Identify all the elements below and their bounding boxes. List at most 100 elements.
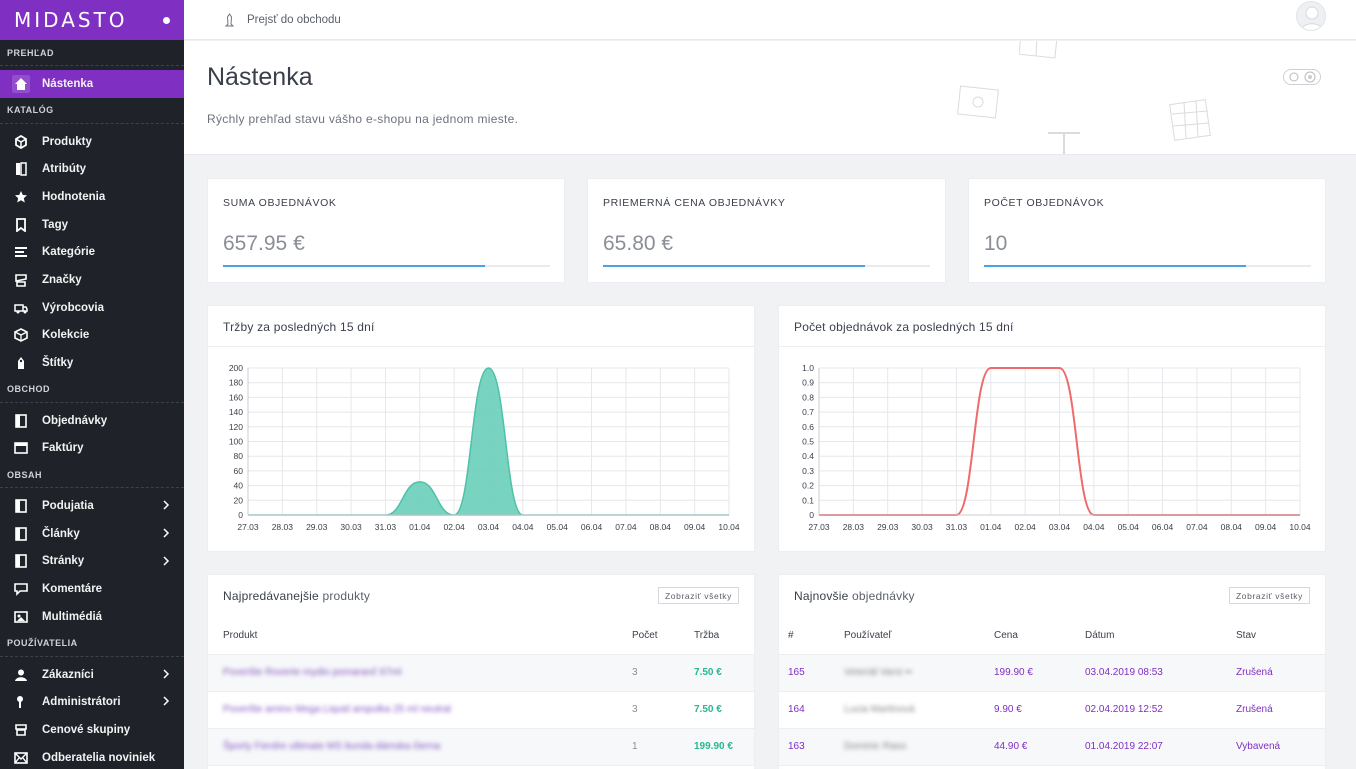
box-icon — [14, 328, 28, 343]
sidebar-item-bookmark[interactable]: Tagy — [0, 211, 184, 239]
sidebar-item-invoice[interactable]: Faktúry — [0, 435, 184, 463]
y-tick-label: 0.2 — [802, 481, 814, 491]
order-id[interactable]: 163 — [779, 728, 844, 766]
sidebar-item-group[interactable]: Cenové skupiny — [0, 716, 184, 744]
x-tick-label: 09.04 — [684, 522, 706, 532]
sidebar-item-shield[interactable]: Značky — [0, 266, 184, 294]
y-tick-label: 120 — [229, 422, 243, 432]
sidebar-item-label: Kategórie — [42, 246, 96, 259]
x-tick-label: 28.03 — [843, 522, 865, 532]
x-tick-label: 31.03 — [946, 522, 968, 532]
sidebar-item-book[interactable]: Atribúty — [0, 155, 184, 183]
x-tick-label: 31.03 — [375, 522, 397, 532]
y-tick-label: 180 — [229, 378, 243, 388]
sidebar-item-events[interactable]: Podujatia — [0, 492, 184, 520]
product-link[interactable]: Poveršte Roverte mydio pomaranč 67ml — [223, 667, 402, 678]
top-products-title: Najpredávanejšie produkty — [223, 589, 370, 603]
column-header: Dátum — [1085, 617, 1236, 655]
sidebar-item-cubes[interactable]: Produkty — [0, 128, 184, 156]
user-avatar[interactable] — [1296, 1, 1326, 31]
y-tick-label: 0.3 — [802, 466, 814, 476]
sidebar-item-media[interactable]: Multimédiá — [0, 603, 184, 631]
decor-grid-icon — [1019, 41, 1058, 59]
column-header: # — [779, 617, 844, 655]
table-row[interactable]: 164 Lucia Martinová 9.90 € 02.04.2019 12… — [779, 691, 1325, 729]
sidebar-item-label: Administrátori — [42, 696, 121, 709]
stat-progress-bar — [984, 265, 1246, 267]
decor-text-icon — [1048, 132, 1080, 154]
y-tick-label: 0.1 — [802, 495, 814, 505]
x-tick-label: 27.03 — [237, 522, 259, 532]
sidebar-nav: PREHĽAD Nástenka KATALÓG Produkty Atribúty Ho… — [0, 40, 184, 769]
go-to-store-link[interactable]: Prejsť do obchodu — [224, 12, 341, 27]
stat-progress-track — [223, 265, 550, 267]
sidebar-item-home[interactable]: Nástenka — [0, 70, 184, 98]
order-price: 9.90 € — [994, 691, 1085, 729]
chevron-right-icon — [162, 500, 170, 513]
y-tick-label: 0 — [238, 510, 243, 520]
order-id[interactable]: 165 — [779, 654, 844, 692]
sidebar: MIDASTO PREHĽAD Nástenka KATALÓG Produkty At… — [0, 0, 184, 769]
sidebar-item-mail[interactable]: Odberatelia noviniek — [0, 744, 184, 769]
column-header: Produkt — [208, 617, 632, 655]
sidebar-section-title: POUŽÍVATELIA — [0, 631, 184, 657]
sidebar-item-user[interactable]: Zákazníci — [0, 661, 184, 689]
column-header: Počet — [632, 617, 694, 655]
x-tick-label: 28.03 — [272, 522, 294, 532]
book-icon — [14, 162, 28, 176]
invoice-icon — [14, 441, 28, 455]
y-tick-label: 0.7 — [802, 407, 814, 417]
sidebar-item-tag[interactable]: Štítky — [0, 349, 184, 377]
sidebar-item-label: Stránky — [42, 555, 85, 568]
y-tick-label: 60 — [234, 466, 244, 476]
title-part: produkty — [322, 589, 371, 603]
x-tick-label: 29.03 — [306, 522, 328, 532]
sidebar-item-admin[interactable]: Administrátori — [0, 688, 184, 716]
column-header: Stav — [1236, 617, 1325, 655]
bookmark-icon — [14, 217, 28, 232]
sidebar-item-label: Objednávky — [42, 414, 108, 427]
app-logo[interactable]: MIDASTO — [14, 8, 128, 32]
sidebar-item-star[interactable]: Hodnotenia — [0, 183, 184, 211]
pages-icon — [14, 554, 28, 569]
x-tick-label: 30.03 — [340, 522, 362, 532]
product-link[interactable]: Poveršte amino Mega Liquid ampulka 25 ml… — [223, 704, 451, 715]
sidebar-item-list[interactable]: Kategórie — [0, 238, 184, 266]
sidebar-item-label: Nástenka — [42, 77, 94, 90]
logo-bar: MIDASTO — [0, 0, 184, 40]
x-tick-label: 05.04 — [547, 522, 569, 532]
sidebar-item-pages[interactable]: Stránky — [0, 548, 184, 576]
x-tick-label: 07.04 — [1186, 522, 1208, 532]
store-icon — [224, 12, 235, 26]
sidebar-item-box[interactable]: Kolekcie — [0, 322, 184, 350]
product-count: 3 — [632, 654, 694, 692]
sidebar-item-label: Atribúty — [42, 163, 87, 176]
x-tick-label: 27.03 — [808, 522, 830, 532]
table-row: Športy Fierdre ultimate MS bunda dámska … — [208, 728, 754, 766]
sidebar-item-orders[interactable]: Objednávky — [0, 407, 184, 435]
sidebar-item-article[interactable]: Články — [0, 520, 184, 548]
x-tick-label: 07.04 — [615, 522, 637, 532]
page-header: Nástenka Rýchly prehľad stavu vášho e-sh… — [184, 41, 1356, 155]
user-avatar-icon — [1300, 6, 1324, 30]
sidebar-item-label: Cenové skupiny — [42, 723, 131, 736]
show-all-products-button[interactable]: Zobraziť všetky — [658, 587, 739, 604]
product-link[interactable]: Športy Fierdre ultimate MS bunda dámska … — [223, 741, 441, 752]
order-status: Vybavená — [1236, 728, 1325, 766]
table-row[interactable]: 163 Dominic Raso 44.90 € 01.04.2019 22:0… — [779, 728, 1325, 766]
product-revenue: 199.90 € — [694, 728, 754, 766]
order-status: Zrušená — [1236, 654, 1325, 692]
comment-icon — [14, 582, 28, 597]
x-tick-label: 10.04 — [718, 522, 740, 532]
table-row[interactable]: 165 Veteriál Varsi •• 199.90 € 03.04.201… — [779, 654, 1325, 692]
sidebar-item-comment[interactable]: Komentáre — [0, 575, 184, 603]
decor-image-icon — [957, 85, 999, 119]
show-all-orders-button[interactable]: Zobraziť všetky — [1229, 587, 1310, 604]
sidebar-item-truck[interactable]: Výrobcovia — [0, 294, 184, 322]
header-toggle[interactable] — [1283, 69, 1321, 85]
sidebar-item-label: Podujatia — [42, 500, 94, 513]
sidebar-item-label: Články — [42, 527, 80, 540]
order-date: 02.04.2019 12:52 — [1085, 691, 1236, 729]
stat-value: 10 — [984, 232, 1008, 255]
order-id[interactable]: 164 — [779, 691, 844, 729]
